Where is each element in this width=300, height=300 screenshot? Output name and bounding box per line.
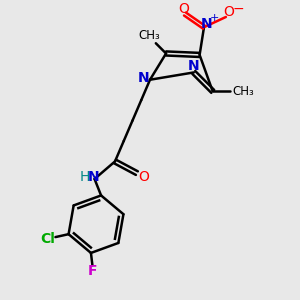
Text: N: N: [87, 170, 99, 184]
Text: O: O: [138, 169, 149, 184]
Text: CH₃: CH₃: [139, 28, 160, 42]
Text: CH₃: CH₃: [232, 85, 254, 98]
Text: F: F: [88, 264, 97, 278]
Text: N: N: [200, 17, 212, 31]
Text: −: −: [232, 2, 244, 16]
Text: O: O: [223, 5, 234, 19]
Text: N: N: [138, 71, 149, 85]
Text: O: O: [178, 2, 189, 16]
Text: +: +: [209, 14, 219, 23]
Text: Cl: Cl: [40, 232, 55, 246]
Text: H: H: [80, 170, 90, 184]
Text: N: N: [188, 59, 200, 73]
